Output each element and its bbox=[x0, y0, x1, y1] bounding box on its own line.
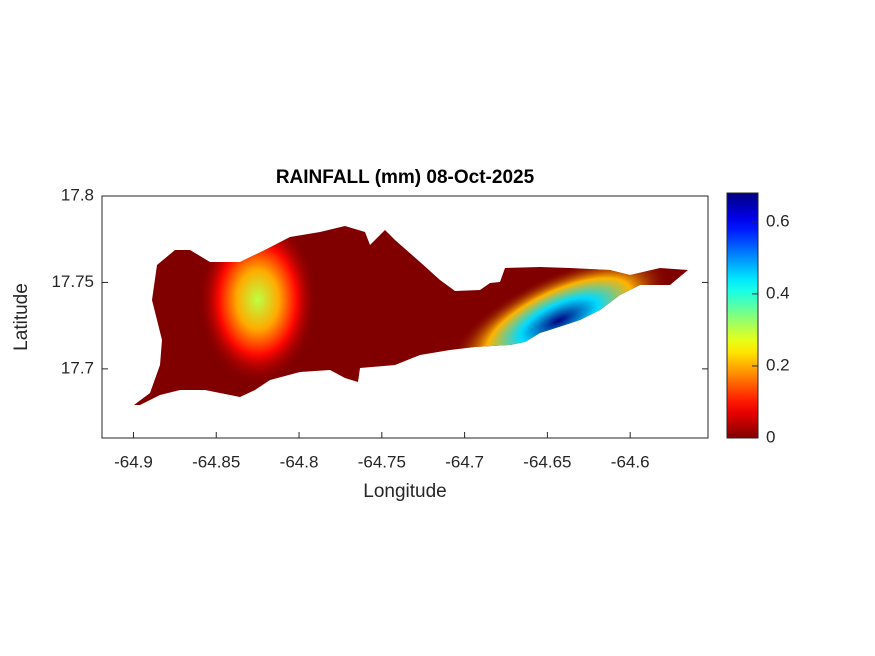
chart-title: RAINFALL (mm) 08-Oct-2025 bbox=[276, 167, 535, 188]
x-tick-label: -64.8 bbox=[280, 452, 319, 471]
y-axis-label: Latitude bbox=[11, 283, 32, 351]
island-base bbox=[134, 226, 688, 405]
x-axis-label: Longitude bbox=[363, 481, 446, 502]
x-tick-label: -64.85 bbox=[192, 452, 240, 471]
y-tick-label: 17.75 bbox=[51, 272, 94, 291]
colorbar bbox=[726, 192, 759, 439]
y-tick-label: 17.8 bbox=[61, 185, 94, 204]
rainfall-hotspot bbox=[197, 226, 318, 385]
x-tick-label: -64.65 bbox=[523, 452, 571, 471]
colorbar-tick-label: 0.2 bbox=[766, 355, 790, 374]
island-field bbox=[134, 226, 688, 405]
x-tick-label: -64.9 bbox=[114, 452, 153, 471]
colorbar-tick-label: 0.6 bbox=[766, 211, 790, 230]
axes-box bbox=[101, 195, 709, 439]
y-tick-label: 17.7 bbox=[61, 358, 94, 377]
x-tick-label: -64.7 bbox=[445, 452, 484, 471]
x-tick-label: -64.75 bbox=[358, 452, 406, 471]
colorbar-tick-label: 0.4 bbox=[766, 283, 790, 302]
x-tick-label: -64.6 bbox=[611, 452, 650, 471]
colorbar-tick-label: 0 bbox=[766, 427, 775, 446]
